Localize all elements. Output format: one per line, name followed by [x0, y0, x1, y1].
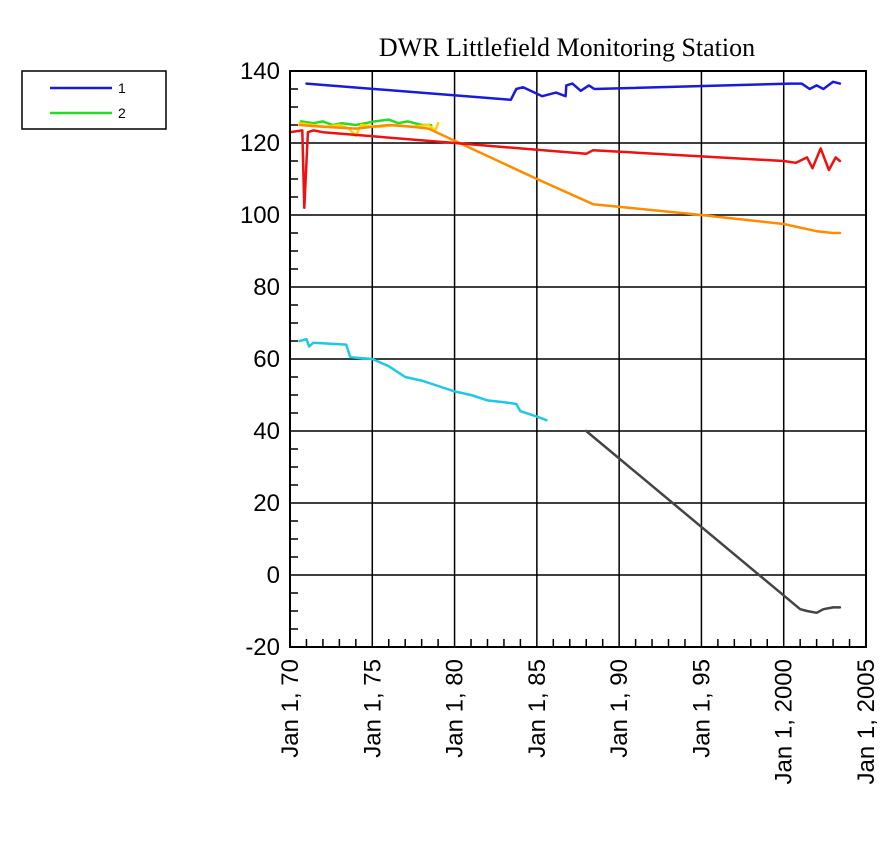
legend: 1 2 [21, 70, 167, 130]
minor-ticks [290, 88, 851, 647]
series-line-2 [299, 118, 433, 127]
y-tick-label: 140 [240, 58, 280, 85]
x-tick-label: Jan 1, 95 [688, 659, 715, 758]
series-line-7 [584, 429, 842, 615]
legend-box [21, 70, 167, 130]
x-tick-label: Jan 1, 80 [442, 659, 469, 758]
x-tick-label: Jan 1, 2005 [853, 659, 880, 784]
x-tick-label: Jan 1, 85 [524, 659, 551, 758]
y-tick-label: 0 [267, 562, 280, 589]
y-tick-label: 20 [253, 490, 280, 517]
series-layer [288, 80, 842, 615]
x-tick-label: Jan 1, 70 [277, 659, 304, 758]
series-line-3 [298, 121, 440, 138]
legend-label-1: 1 [118, 80, 126, 96]
series-line-1 [305, 80, 842, 102]
legend-label-2: 2 [118, 105, 126, 121]
y-tick-label: 120 [240, 130, 280, 157]
series-line-5 [288, 129, 842, 210]
series-line-6 [298, 337, 548, 422]
y-tick-label: 80 [253, 274, 280, 301]
plot-frame [289, 70, 867, 648]
y-tick-label: 40 [253, 418, 280, 445]
x-tick-label: Jan 1, 2000 [771, 659, 798, 784]
x-axis-tick-labels: Jan 1, 70 Jan 1, 75 Jan 1, 80 Jan 1, 85 Jan … [277, 659, 880, 784]
y-tick-label: -20 [245, 634, 280, 661]
chart-title: DWR Littlefield Monitoring Station [379, 33, 755, 62]
y-tick-label: 100 [240, 202, 280, 229]
y-tick-label: 60 [253, 346, 280, 373]
x-tick-label: Jan 1, 90 [606, 659, 633, 758]
x-tick-label: Jan 1, 75 [359, 659, 386, 758]
gridlines [289, 70, 867, 648]
series-line-4 [298, 123, 842, 235]
y-axis-tick-labels: -20 0 20 40 60 80 100 120 140 [240, 58, 280, 661]
